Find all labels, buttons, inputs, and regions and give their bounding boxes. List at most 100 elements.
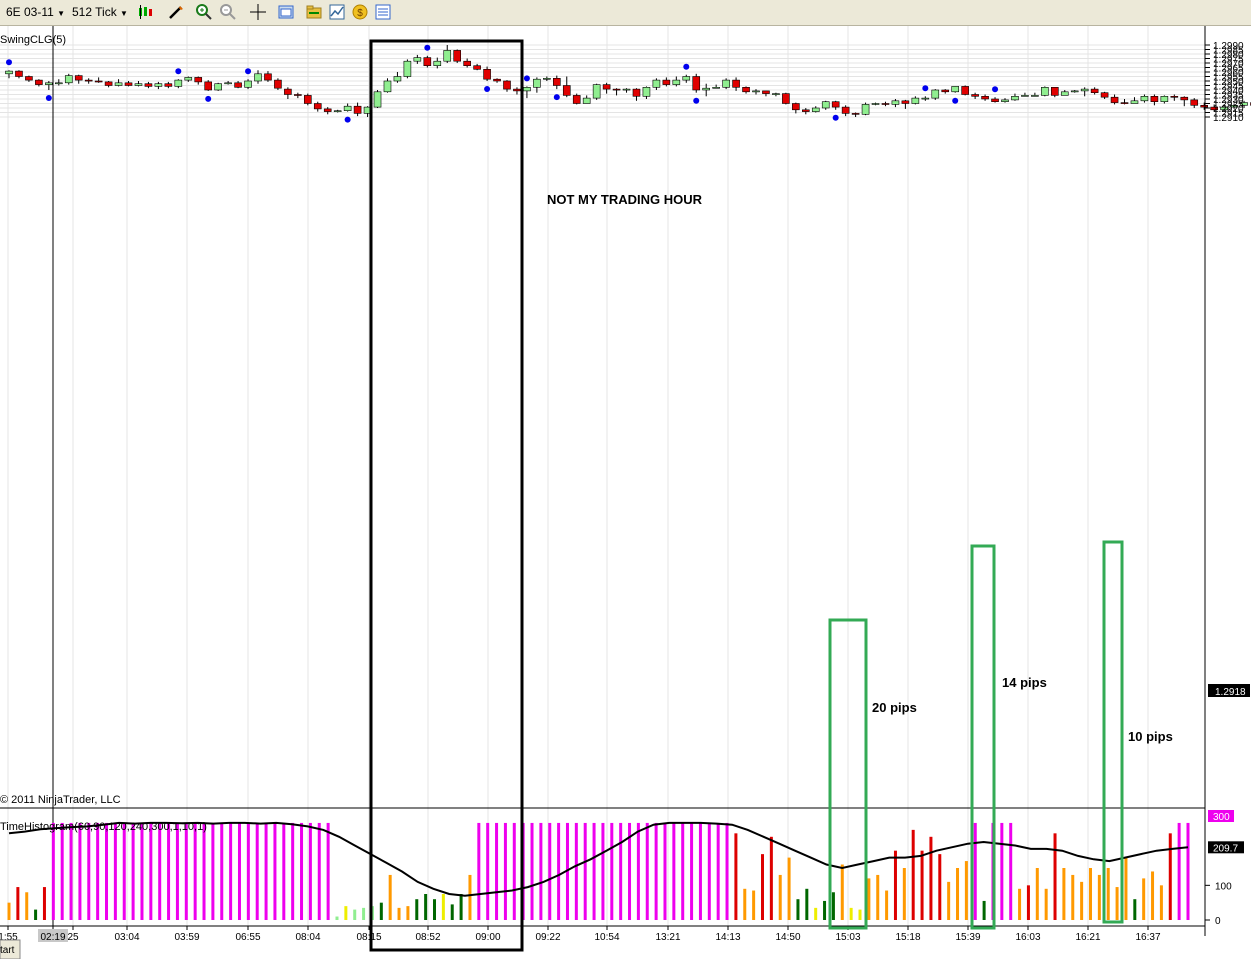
candle-body (991, 98, 999, 102)
candle-body (94, 80, 103, 83)
toolbar: 6E 03-11 ▼ 512 Tick ▼ $ (0, 0, 1251, 26)
swing-low-dot (553, 94, 560, 101)
histogram-bar (131, 822, 135, 920)
copyright-label: © 2011 NinjaTrader, LLC (0, 794, 121, 806)
candle-body (254, 73, 262, 82)
histogram-tick-label: 100 (1215, 881, 1232, 892)
instrument-selector[interactable]: 6E 03-11 ▼ (6, 2, 65, 22)
histogram-tick-label: 300 (1213, 812, 1230, 823)
histogram-bar (823, 900, 827, 920)
histogram-bar (929, 836, 933, 920)
period-selector[interactable]: 512 Tick ▼ (72, 2, 128, 22)
histogram-bar (477, 822, 481, 920)
candle-body (562, 85, 571, 96)
properties-icon[interactable] (278, 4, 294, 20)
pip-label-3: 10 pips (1128, 729, 1173, 744)
chart-background (0, 26, 1205, 956)
histogram-bar (202, 822, 206, 920)
candle-body (5, 70, 13, 75)
histogram-bar (87, 822, 91, 920)
candle-body (523, 86, 531, 92)
candle-body (961, 86, 969, 95)
candle-body (174, 79, 183, 87)
histogram-bar (512, 822, 516, 920)
time-tick-label: 1:55 (0, 932, 18, 943)
candle-body (333, 110, 342, 112)
price-tick-label: 1.2960 (1213, 68, 1244, 79)
candle-body (612, 88, 621, 91)
histogram-bar (25, 892, 29, 920)
time-tick-label: 15:39 (955, 932, 980, 943)
time-tick-label: 25 (67, 932, 79, 943)
histogram-bar (743, 888, 747, 920)
histogram-bar (503, 822, 507, 920)
histogram-bar (778, 874, 782, 920)
crosshair-icon[interactable] (250, 4, 266, 20)
time-tick-label: 13:21 (655, 932, 680, 943)
dollar-icon[interactable]: $ (352, 4, 368, 20)
histogram-bar (459, 894, 463, 920)
candle-body (104, 81, 113, 86)
time-tick-label: 16:21 (1075, 932, 1100, 943)
histogram-bar (1000, 822, 1004, 920)
histogram-bar (1018, 888, 1022, 920)
histogram-bar (539, 822, 543, 920)
histogram-bar (1071, 874, 1075, 920)
histogram-bar (654, 822, 658, 920)
histogram-bar (725, 822, 729, 920)
time-tick-label: 08:04 (295, 932, 320, 943)
candle-body (194, 77, 203, 83)
candle-body (533, 78, 541, 88)
price-tick-label: 1.2990 (1213, 41, 1244, 52)
data-box-icon[interactable] (375, 4, 391, 20)
histogram-bar (300, 822, 304, 920)
time-tick-label: 08:15 (356, 932, 381, 943)
candle-body (1021, 95, 1029, 97)
histogram-bar (557, 822, 561, 920)
chart-style-icon[interactable] (329, 4, 345, 20)
histogram-bar (663, 822, 667, 920)
histogram-bar (229, 822, 233, 920)
time-tick-label: 14:50 (775, 932, 800, 943)
histogram-bar (326, 822, 330, 920)
zoom-out-icon[interactable] (220, 4, 236, 20)
candlestick-icon[interactable] (137, 4, 153, 20)
histogram-bar (610, 822, 614, 920)
candle-body (642, 86, 651, 97)
candle-body (632, 88, 641, 97)
histogram-bar (1026, 885, 1030, 920)
histogram-bar (291, 822, 295, 920)
histogram-bar (42, 887, 46, 920)
candle-body (403, 60, 412, 77)
start-button[interactable] (0, 939, 21, 959)
candle-body (503, 80, 511, 90)
pip-label-1: 20 pips (872, 700, 917, 715)
candle-body (433, 60, 442, 67)
swing-low-dot (693, 97, 700, 104)
pip-box-1 (828, 618, 868, 930)
candle-body (682, 76, 691, 81)
histogram-bar (548, 822, 552, 920)
candle-body (413, 57, 422, 62)
pip-label-2: 14 pips (1002, 675, 1047, 690)
histogram-bar (353, 909, 357, 920)
candle-body (1041, 86, 1049, 96)
candle-body (1140, 96, 1149, 102)
zoom-in-icon[interactable] (196, 4, 212, 20)
candle-body (493, 78, 501, 82)
last-price-marker (1208, 684, 1250, 697)
histogram-bar (450, 904, 454, 920)
histogram-bar (760, 854, 764, 920)
folder-icon[interactable] (306, 4, 322, 20)
draw-pencil-icon[interactable] (168, 4, 184, 20)
non-trading-hour-box (369, 39, 524, 952)
time-tick-label: 02:19 (40, 932, 65, 943)
histogram-bar (317, 822, 321, 920)
price-chart[interactable]: 1.29901.29851.29801.29751.29701.29651.29… (0, 26, 1251, 959)
histogram-bar (193, 822, 197, 920)
histogram-bar (645, 822, 649, 920)
histogram-bar (911, 829, 915, 920)
swing-high-dot (175, 68, 182, 75)
period-label: 512 Tick (72, 5, 117, 19)
candle-body (1110, 96, 1119, 103)
